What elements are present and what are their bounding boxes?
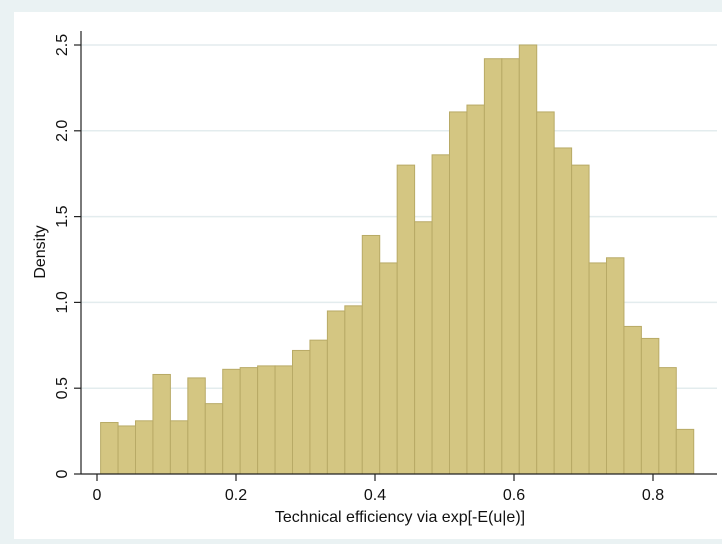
histogram-bar-31	[640, 337, 660, 475]
histogram-bar-17	[396, 164, 416, 475]
x-tick-label-2: 0.4	[364, 487, 386, 504]
histogram-bar-11	[292, 349, 311, 475]
histogram-bar-26	[553, 147, 573, 475]
histogram-bar-16	[379, 262, 398, 475]
histogram-bar-19	[431, 154, 451, 475]
histogram-bar-12	[309, 339, 328, 475]
x-tick-label-1: 0.2	[225, 487, 247, 504]
histogram-bar-8	[239, 367, 259, 475]
histogram-bar-5	[187, 377, 206, 475]
histogram-bar-28	[588, 262, 608, 475]
y-axis-label: Density	[32, 225, 49, 278]
y-tick-label-4: 2.0	[54, 120, 71, 142]
histogram-bar-27	[571, 164, 590, 475]
x-tick-label-3: 0.6	[503, 487, 525, 504]
histogram-bar-1	[117, 425, 137, 475]
histogram-bar-18	[414, 221, 433, 475]
histogram-bar-14	[344, 305, 363, 475]
histogram-bar-3	[152, 373, 171, 475]
histogram-bar-7	[222, 368, 241, 475]
histogram-bar-0	[100, 422, 119, 475]
y-tick-label-0: 0	[54, 469, 71, 478]
x-tick-label-0: 0	[93, 487, 102, 504]
histogram-bar-2	[135, 420, 154, 475]
histogram-bar-32	[658, 367, 677, 475]
histogram-bar-13	[326, 310, 346, 475]
y-tick-label-5: 2.5	[54, 34, 71, 56]
histogram-bar-20	[449, 111, 468, 475]
histogram-bar-25	[536, 111, 555, 475]
y-tick-label-1: 0.5	[54, 377, 71, 399]
x-axis-label: Technical efficiency via exp[-E(u|e)]	[275, 509, 525, 526]
histogram-bar-33	[675, 428, 695, 475]
histogram-bar-10	[274, 365, 294, 475]
histogram-bar-22	[483, 58, 503, 475]
y-tick-label-3: 1.5	[54, 205, 71, 227]
histogram-bar-23	[501, 58, 520, 475]
histogram-bar-15	[361, 234, 381, 475]
x-tick-label-4: 0.8	[642, 487, 664, 504]
histogram-bar-9	[257, 365, 276, 475]
histogram-bar-29	[606, 257, 625, 475]
histogram-bar-6	[204, 403, 224, 475]
axes: 0 0.5 1.0 1.5 2.0 2.5 0 0.2 0.4 0.6 0.8	[54, 31, 717, 504]
bars	[100, 44, 695, 475]
histogram-bar-30	[623, 325, 642, 475]
histogram-bar-24	[518, 44, 538, 475]
histogram-bar-21	[466, 104, 485, 475]
histogram-bar-4	[169, 420, 189, 475]
y-tick-label-2: 1.0	[54, 291, 71, 313]
